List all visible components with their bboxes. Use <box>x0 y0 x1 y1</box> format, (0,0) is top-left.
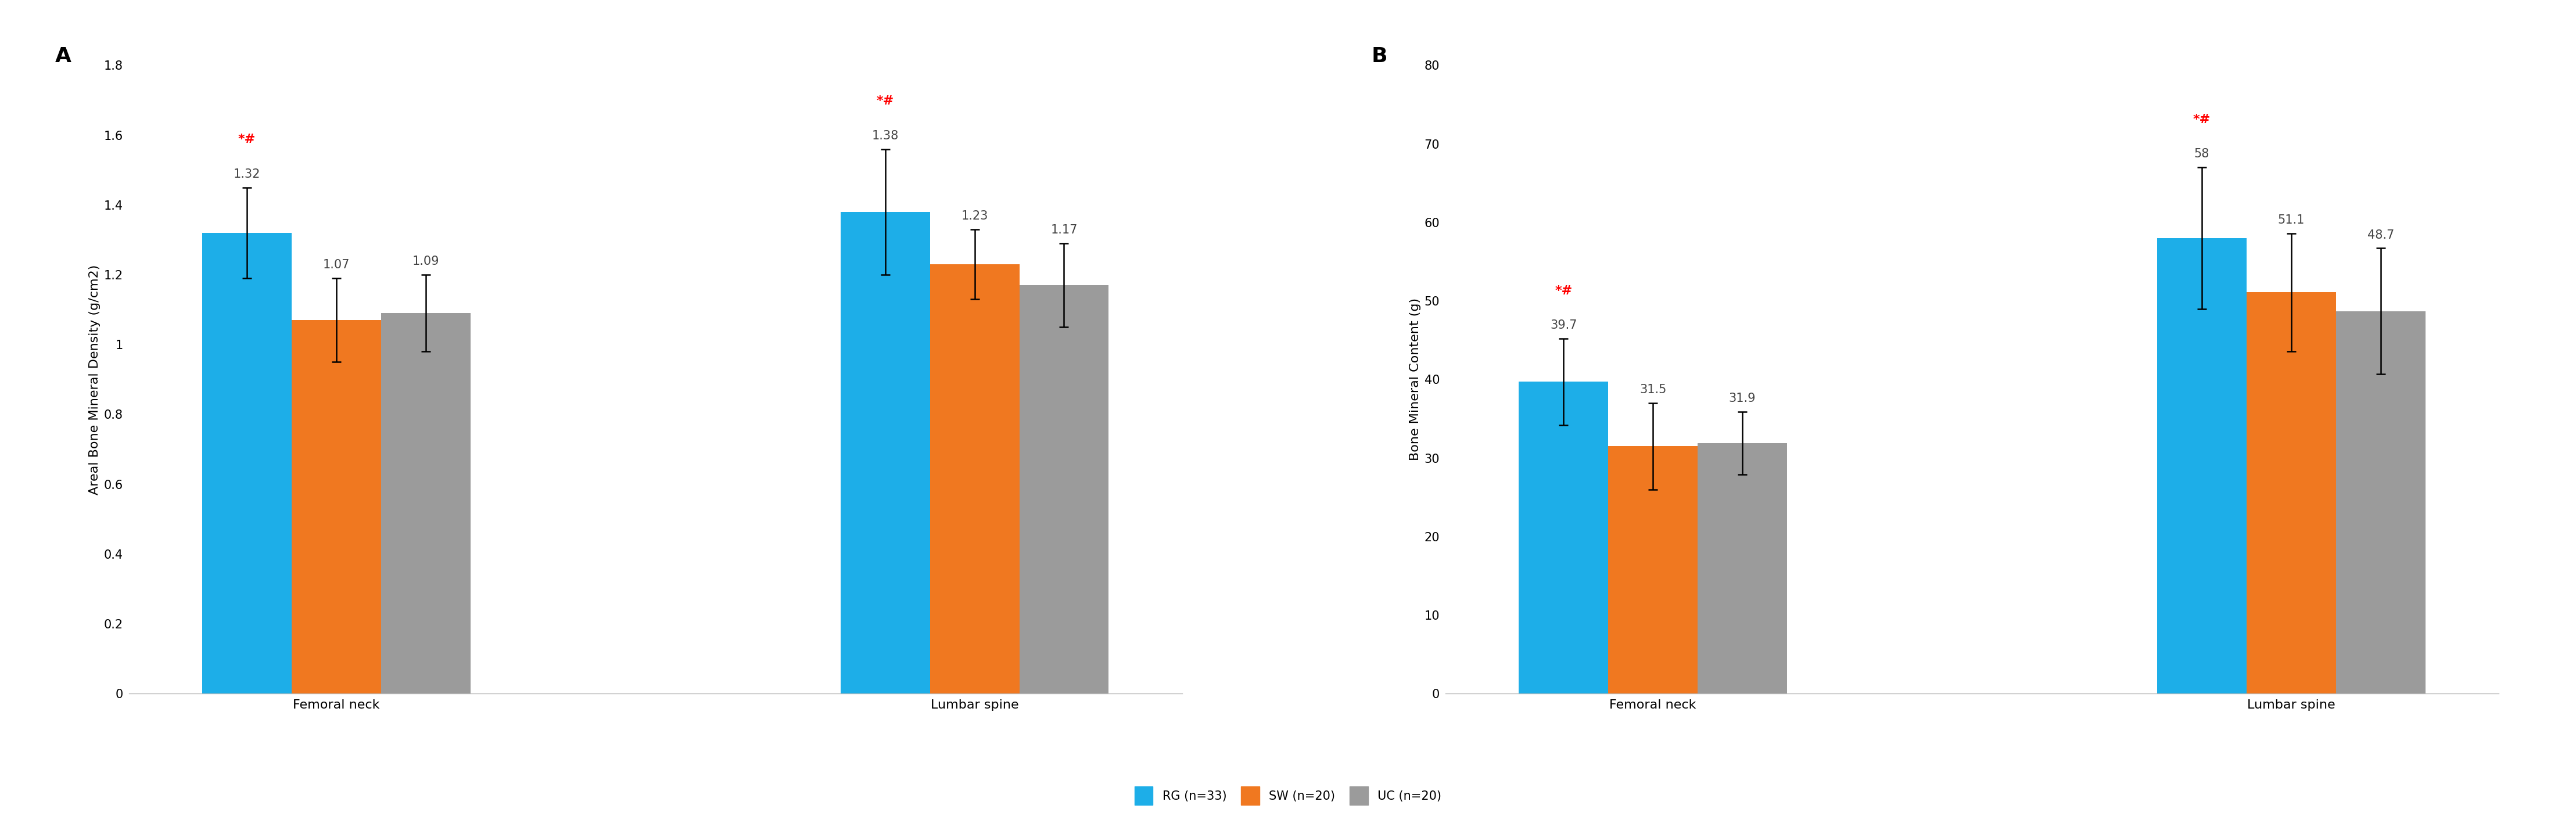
Text: B: B <box>1370 47 1388 66</box>
Bar <box>930 264 1020 694</box>
Text: *#: *# <box>1556 285 1571 296</box>
Bar <box>840 212 930 694</box>
Bar <box>1698 443 1788 694</box>
Text: 1.32: 1.32 <box>234 168 260 180</box>
Text: 58: 58 <box>2195 149 2210 160</box>
Bar <box>1607 446 1698 694</box>
Text: *#: *# <box>2192 113 2210 126</box>
Y-axis label: Bone Mineral Content (g): Bone Mineral Content (g) <box>1409 298 1422 461</box>
Text: *#: *# <box>237 134 255 145</box>
Bar <box>381 313 471 694</box>
Text: 31.5: 31.5 <box>1638 384 1667 396</box>
Bar <box>1520 382 1607 694</box>
Text: 1.17: 1.17 <box>1051 224 1077 236</box>
Bar <box>291 320 381 694</box>
Bar <box>2336 311 2427 694</box>
Text: 39.7: 39.7 <box>1551 319 1577 331</box>
Text: 1.09: 1.09 <box>412 255 438 267</box>
Text: 31.9: 31.9 <box>1728 392 1757 404</box>
Text: 1.07: 1.07 <box>322 259 350 271</box>
Text: *#: *# <box>876 95 894 107</box>
Text: 51.1: 51.1 <box>2277 215 2306 226</box>
Legend: RG (n=33), SW (n=20), UC (n=20): RG (n=33), SW (n=20), UC (n=20) <box>1131 782 1445 810</box>
Bar <box>201 233 291 694</box>
Text: 48.7: 48.7 <box>2367 229 2393 241</box>
Text: 1.38: 1.38 <box>871 130 899 141</box>
Bar <box>2156 238 2246 694</box>
Bar <box>1020 285 1108 694</box>
Text: A: A <box>54 47 72 66</box>
Y-axis label: Areal Bone Mineral Density (g/cm2): Areal Bone Mineral Density (g/cm2) <box>90 264 100 494</box>
Text: 1.23: 1.23 <box>961 211 989 222</box>
Bar <box>2246 292 2336 694</box>
